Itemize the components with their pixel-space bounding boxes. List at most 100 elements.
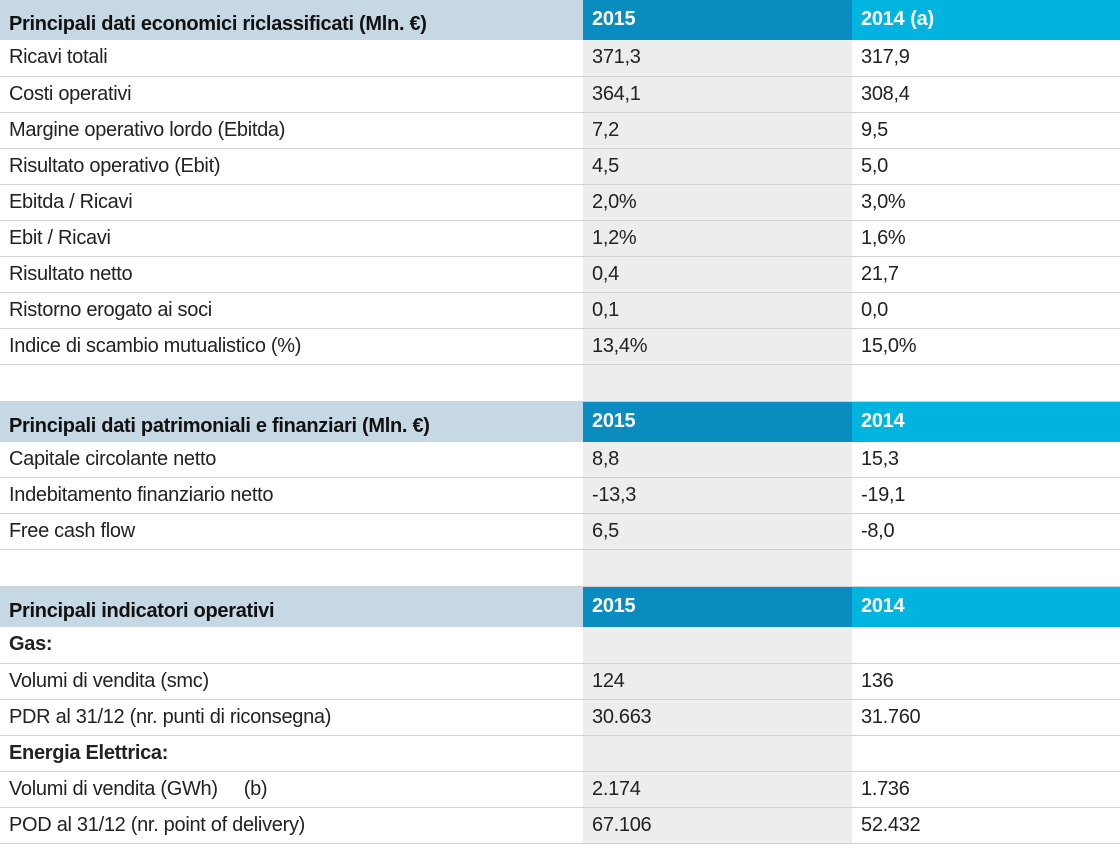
- economic-header-row: Principali dati economici riclassificati…: [0, 0, 1120, 40]
- operational-section-title: Principali indicatori operativi: [0, 587, 583, 627]
- value-2014: 9,5: [852, 112, 1120, 149]
- table-row: Indebitamento finanziario netto -13,3 -19,…: [0, 477, 1120, 514]
- gas-heading: Gas:: [0, 627, 583, 664]
- row-label: Margine operativo lordo (Ebitda): [0, 112, 583, 149]
- value-2014: 0,0: [852, 292, 1120, 329]
- value-2015: 371,3: [583, 40, 852, 77]
- value-2015: 2,0%: [583, 184, 852, 221]
- value-2015: 124: [583, 663, 852, 700]
- column-header-2015: 2015: [583, 587, 852, 627]
- value-2014: 317,9: [852, 40, 1120, 77]
- column-header-2014: 2014 (a): [852, 0, 1120, 40]
- value-2015: 0,4: [583, 256, 852, 293]
- value-2014: 15,0%: [852, 328, 1120, 365]
- row-label: Ebit / Ricavi: [0, 220, 583, 257]
- value-2014: 52.432: [852, 807, 1120, 844]
- empty-cell: [0, 364, 583, 402]
- row-label: Risultato netto: [0, 256, 583, 293]
- value-2014: -8,0: [852, 513, 1120, 550]
- value-2014: 21,7: [852, 256, 1120, 293]
- value-2014: -19,1: [852, 477, 1120, 514]
- row-label: Indebitamento finanziario netto: [0, 477, 583, 514]
- row-label: Ebitda / Ricavi: [0, 184, 583, 221]
- empty-cell: [852, 364, 1120, 402]
- footnote-a-marker: (a): [910, 8, 934, 30]
- row-label: Free cash flow: [0, 513, 583, 550]
- row-label: Ristorno erogato ai soci: [0, 292, 583, 329]
- value-2015: 364,1: [583, 76, 852, 113]
- value-2014: 1.736: [852, 771, 1120, 808]
- row-label: Costi operativi: [0, 76, 583, 113]
- row-label-text: Volumi di vendita (GWh): [9, 777, 218, 800]
- value-2015: 8,8: [583, 441, 852, 478]
- row-label: Capitale circolante netto: [0, 441, 583, 478]
- value-2015: 7,2: [583, 112, 852, 149]
- row-label: Ricavi totali: [0, 40, 583, 77]
- empty-cell: [583, 364, 852, 402]
- table-row: Margine operativo lordo (Ebitda) 7,2 9,5: [0, 112, 1120, 149]
- empty-cell: [852, 735, 1120, 772]
- empty-cell: [583, 549, 852, 587]
- economic-data-table: Principali dati economici riclassificati…: [0, 0, 1120, 402]
- value-2014: 136: [852, 663, 1120, 700]
- table-row: Free cash flow 6,5 -8,0: [0, 513, 1120, 550]
- value-2014: 308,4: [852, 76, 1120, 113]
- row-label: POD al 31/12 (nr. point of delivery): [0, 807, 583, 844]
- footnote-b-marker: (b): [243, 777, 268, 800]
- financial-header-row: Principali dati patrimoniali e finanziar…: [0, 401, 1120, 442]
- empty-cell: [852, 549, 1120, 587]
- value-2014: 1,6%: [852, 220, 1120, 257]
- value-2015: -13,3: [583, 477, 852, 514]
- table-row: Capitale circolante netto 8,8 15,3: [0, 441, 1120, 478]
- column-header-2014: 2014: [852, 401, 1120, 442]
- spacer-row: [0, 364, 1120, 402]
- value-2015: 2.174: [583, 771, 852, 808]
- value-2015: 13,4%: [583, 328, 852, 365]
- value-2015: 1,2%: [583, 220, 852, 257]
- energia-heading: Energia Elettrica:: [0, 735, 583, 772]
- value-2015: 4,5: [583, 148, 852, 185]
- table-row: PDR al 31/12 (nr. punti di riconsegna) 3…: [0, 699, 1120, 736]
- table-row: Ebit / Ricavi 1,2% 1,6%: [0, 220, 1120, 257]
- table-row: Risultato netto 0,4 21,7: [0, 256, 1120, 293]
- table-row: Ristorno erogato ai soci 0,1 0,0: [0, 292, 1120, 329]
- operational-header-row: Principali indicatori operativi 2015 201…: [0, 587, 1120, 627]
- empty-cell: [583, 735, 852, 772]
- value-2015: 0,1: [583, 292, 852, 329]
- value-2015: 6,5: [583, 513, 852, 550]
- row-label: Volumi di vendita (smc): [0, 663, 583, 700]
- table-row: Indice di scambio mutualistico (%) 13,4% 1…: [0, 328, 1120, 365]
- row-label: Volumi di vendita (GWh) (b): [0, 771, 583, 808]
- empty-cell: [583, 627, 852, 664]
- column-header-2015: 2015: [583, 0, 852, 40]
- empty-cell: [0, 549, 583, 587]
- column-header-2014: 2014: [852, 587, 1120, 627]
- financial-section-title: Principali dati patrimoniali e finanziar…: [0, 401, 583, 442]
- table-row: Volumi di vendita (smc) 124 136: [0, 663, 1120, 700]
- subsection-row-energia: Energia Elettrica:: [0, 735, 1120, 772]
- row-label: Indice di scambio mutualistico (%): [0, 328, 583, 365]
- value-2015: 30.663: [583, 699, 852, 736]
- value-2014: 31.760: [852, 699, 1120, 736]
- table-row: Costi operativi 364,1 308,4: [0, 76, 1120, 113]
- row-label: Risultato operativo (Ebit): [0, 148, 583, 185]
- value-2015: 67.106: [583, 807, 852, 844]
- table-row: Risultato operativo (Ebit) 4,5 5,0: [0, 148, 1120, 185]
- table-row: Ebitda / Ricavi 2,0% 3,0%: [0, 184, 1120, 221]
- table-row: Volumi di vendita (GWh) (b) 2.174 1.736: [0, 771, 1120, 808]
- value-2014: 5,0: [852, 148, 1120, 185]
- column-header-2015: 2015: [583, 401, 852, 442]
- value-2014: 3,0%: [852, 184, 1120, 221]
- table-row: Ricavi totali 371,3 317,9: [0, 40, 1120, 77]
- financial-data-table: Principali dati patrimoniali e finanziar…: [0, 401, 1120, 587]
- economic-section-title: Principali dati economici riclassificati…: [0, 0, 583, 40]
- row-label: PDR al 31/12 (nr. punti di riconsegna): [0, 699, 583, 736]
- value-2014: 15,3: [852, 441, 1120, 478]
- operational-indicators-table: Principali indicatori operativi 2015 201…: [0, 587, 1120, 844]
- table-row: POD al 31/12 (nr. point of delivery) 67.…: [0, 807, 1120, 844]
- column-header-2014-year: 2014: [861, 8, 905, 30]
- subsection-row-gas: Gas:: [0, 627, 1120, 664]
- empty-cell: [852, 627, 1120, 664]
- spacer-row: [0, 549, 1120, 587]
